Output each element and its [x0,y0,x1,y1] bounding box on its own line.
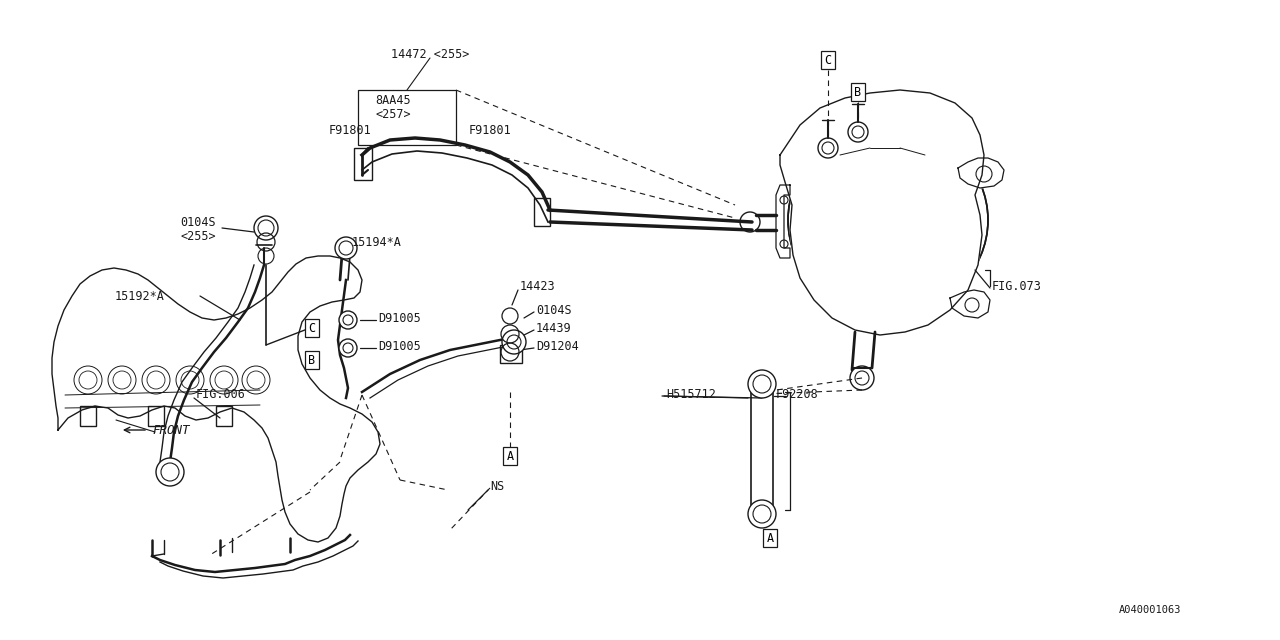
Text: A: A [767,531,773,545]
Text: FIG.006: FIG.006 [196,387,246,401]
Text: F92208: F92208 [776,387,819,401]
Text: B: B [855,86,861,99]
Text: 15194*A: 15194*A [352,236,402,248]
Text: <257>: <257> [375,108,411,120]
Bar [751,388,773,510]
Text: NS: NS [490,479,504,493]
Text: FIG.073: FIG.073 [992,280,1042,292]
Bar [500,345,522,363]
Text: H515712: H515712 [666,387,716,401]
Polygon shape [780,90,984,335]
Text: F91801: F91801 [329,124,371,136]
Text: A040001063: A040001063 [1119,605,1181,615]
Text: D91005: D91005 [378,339,421,353]
Bar [79,406,96,426]
Circle shape [335,237,357,259]
Polygon shape [52,256,380,542]
Bar [534,198,550,226]
Polygon shape [776,185,790,258]
Text: 14423: 14423 [520,280,556,294]
Circle shape [748,500,776,528]
Text: A: A [507,449,513,463]
Circle shape [339,311,357,329]
Bar [355,148,372,180]
Circle shape [253,216,278,240]
Bar [358,90,456,145]
Text: F91801: F91801 [468,124,512,136]
Text: 15192*A: 15192*A [115,289,165,303]
Text: 14472 <255>: 14472 <255> [390,49,470,61]
Bar [148,406,164,426]
Text: 8AA45: 8AA45 [375,93,411,106]
Bar [216,406,232,426]
Ellipse shape [815,168,945,292]
Text: 0104S: 0104S [180,216,216,228]
Text: C: C [308,321,316,335]
Circle shape [502,330,526,354]
Circle shape [156,458,184,486]
Text: C: C [824,54,832,67]
Polygon shape [957,158,1004,188]
Circle shape [339,339,357,357]
Circle shape [748,370,776,398]
Text: FRONT: FRONT [152,424,189,436]
Text: 14439: 14439 [536,321,572,335]
Text: D91204: D91204 [536,339,579,353]
Text: <255>: <255> [180,230,216,243]
Text: B: B [308,353,316,367]
Ellipse shape [788,125,988,315]
Polygon shape [950,290,989,318]
Text: 0104S: 0104S [536,303,572,317]
Text: D91005: D91005 [378,312,421,324]
